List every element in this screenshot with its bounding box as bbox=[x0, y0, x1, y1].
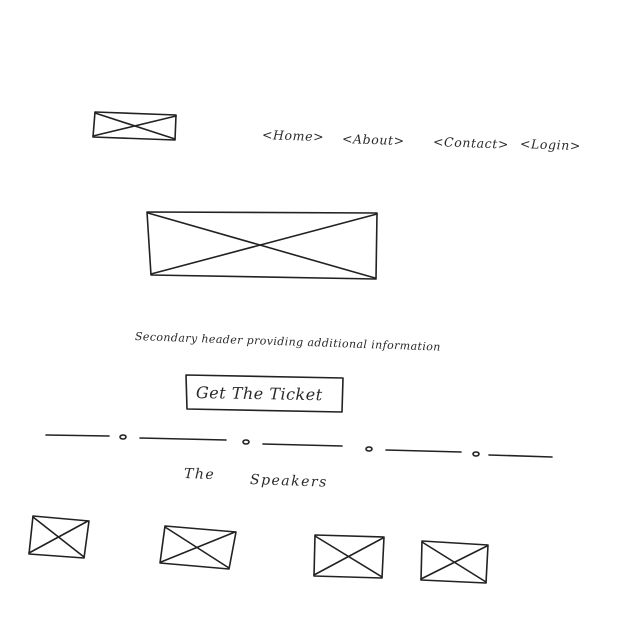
cta-button-border bbox=[185, 374, 344, 413]
nav-login-link[interactable]: <Login> bbox=[519, 136, 582, 154]
speaker-image-placeholder-4[interactable] bbox=[420, 540, 489, 584]
timeline-dot bbox=[365, 446, 373, 452]
nav-contact-link[interactable]: <Contact> bbox=[432, 134, 510, 152]
speaker-image-placeholder-2[interactable] bbox=[159, 525, 237, 570]
timeline-divider bbox=[45, 434, 553, 458]
nav-about-link[interactable]: <About> bbox=[341, 131, 406, 149]
nav-home-link[interactable]: <Home> bbox=[261, 127, 325, 145]
speaker-image-placeholder-3[interactable] bbox=[313, 534, 385, 579]
speaker-image-placeholder-1[interactable] bbox=[28, 515, 90, 559]
speakers-title-the: The bbox=[183, 466, 216, 484]
timeline-dot bbox=[242, 439, 250, 445]
timeline-dot bbox=[472, 451, 480, 457]
hero-image-placeholder bbox=[146, 211, 378, 280]
speakers-title-speakers: Speakers bbox=[249, 472, 329, 491]
logo-placeholder[interactable] bbox=[92, 111, 177, 141]
timeline-dot bbox=[119, 434, 127, 440]
get-ticket-button[interactable]: Get The Ticket bbox=[195, 383, 323, 405]
